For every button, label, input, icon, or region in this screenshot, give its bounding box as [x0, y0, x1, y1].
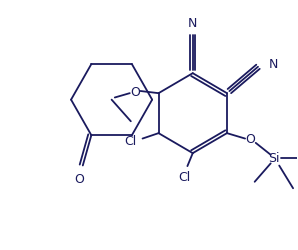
- Text: O: O: [75, 172, 85, 185]
- Text: N: N: [188, 17, 198, 30]
- Text: Cl: Cl: [178, 171, 190, 184]
- Text: O: O: [130, 85, 140, 98]
- Text: N: N: [269, 58, 278, 71]
- Text: Si: Si: [268, 152, 280, 165]
- Text: Cl: Cl: [125, 135, 137, 147]
- Text: O: O: [246, 132, 255, 145]
